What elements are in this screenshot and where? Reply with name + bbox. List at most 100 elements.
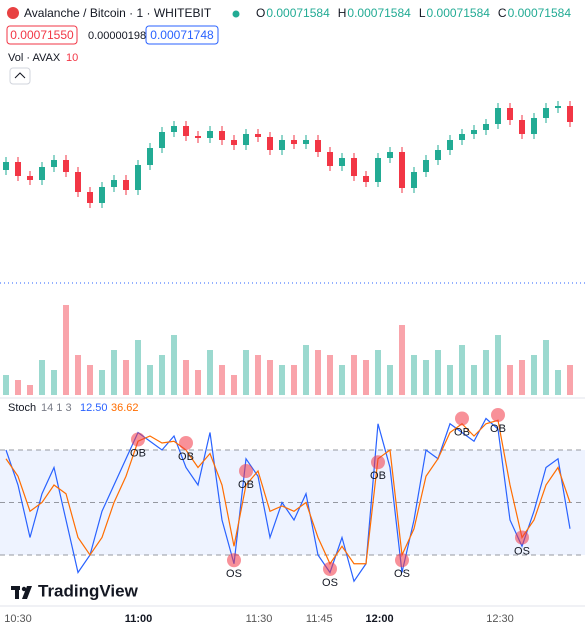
candle-body <box>267 137 273 150</box>
ask[interactable]: 0.00071748 <box>150 28 214 42</box>
x-tick-label: 12:00 <box>365 613 393 625</box>
candle-body <box>423 160 429 172</box>
x-tick-label: 11:00 <box>125 613 153 625</box>
candle-body <box>243 134 249 145</box>
signal-dot <box>179 436 193 450</box>
candle-body <box>123 180 129 190</box>
volume-bar <box>51 370 57 395</box>
candle-body <box>219 131 225 140</box>
brand: TradingView <box>38 581 139 600</box>
volume-bar <box>99 370 105 395</box>
volume-bar <box>123 360 129 395</box>
candle-body <box>303 140 309 144</box>
candle-body <box>387 152 393 158</box>
volume-bar <box>447 365 453 395</box>
volume-bar <box>207 350 213 395</box>
candle-body <box>519 120 525 134</box>
volume-bar <box>327 355 333 395</box>
brand-logo <box>11 586 32 599</box>
volume-bar <box>339 365 345 395</box>
volume-bar <box>291 365 297 395</box>
candle-body <box>483 124 489 130</box>
volume-param: 10 <box>66 52 78 64</box>
candle-body <box>231 140 237 145</box>
candle-body <box>279 140 285 150</box>
signal-label: OS <box>226 568 242 580</box>
signal-label: OB <box>238 479 254 491</box>
signal-label: OB <box>490 423 506 435</box>
signal-dot <box>323 562 337 576</box>
volume-bar <box>375 350 381 395</box>
candle-body <box>15 162 21 176</box>
signal-dot <box>227 553 241 568</box>
volume-bar <box>495 335 501 395</box>
volume-bar <box>243 350 249 395</box>
volume-bar <box>183 360 189 395</box>
volume-bar <box>459 345 465 395</box>
candle-body <box>543 108 549 118</box>
candle-body <box>3 162 9 170</box>
candle-body <box>63 160 69 172</box>
symbol-title: Avalanche / Bitcoin · 1 · WHITEBIT <box>24 6 212 20</box>
stoch-d-last: 36.62 <box>111 402 139 414</box>
volume-bar <box>351 355 357 395</box>
stoch-line <box>5 419 571 565</box>
candle-body <box>363 176 369 182</box>
signal-dot <box>131 432 145 447</box>
signal-dot <box>371 455 385 470</box>
volume-bar <box>399 325 405 395</box>
volume-bar <box>315 350 321 395</box>
candle-body <box>99 187 105 203</box>
ohlc-value: 0.00071584 <box>508 6 572 20</box>
stoch-k-last: 12.50 <box>80 402 108 414</box>
bid-box[interactable] <box>6 25 78 45</box>
candle-body <box>435 150 441 160</box>
signal-label: OS <box>394 568 410 580</box>
volume-bar <box>387 365 393 395</box>
volume-bar <box>279 365 285 395</box>
candle-body <box>255 134 261 137</box>
signal-dot <box>395 553 409 568</box>
volume-bar <box>219 365 225 395</box>
volume-bar <box>159 355 165 395</box>
x-tick-label: 11:45 <box>306 613 333 625</box>
ohlc-key: O <box>256 6 265 20</box>
volume-bar <box>303 345 309 395</box>
candle-body <box>555 106 561 108</box>
candle-body <box>495 108 501 124</box>
candle-body <box>459 134 465 140</box>
collapse-button[interactable] <box>9 67 31 85</box>
candle-body <box>411 172 417 188</box>
volume-bar <box>255 355 261 395</box>
signal-label: OB <box>130 447 146 459</box>
volume-bar <box>519 360 525 395</box>
ask-box[interactable] <box>145 25 219 45</box>
candle-body <box>51 160 57 167</box>
candle-body <box>531 118 537 134</box>
volume-bar <box>531 355 537 395</box>
x-tick-label: 12:30 <box>486 613 514 625</box>
stoch-title: Stoch <box>8 402 36 414</box>
stoch-line <box>5 417 571 583</box>
volume-bar <box>39 360 45 395</box>
volume-bar <box>471 365 477 395</box>
x-tick-label: 11:30 <box>246 613 273 625</box>
signal-dot <box>491 408 505 422</box>
bid[interactable]: 0.00071550 <box>10 28 74 42</box>
volume-bar <box>483 350 489 395</box>
signal-dot <box>455 411 469 426</box>
candle-body <box>207 131 213 138</box>
volume-bar <box>63 305 69 395</box>
candle-body <box>87 192 93 203</box>
candle-body <box>471 130 477 134</box>
spread: 0.00000198 <box>88 30 146 42</box>
candle-body <box>159 132 165 148</box>
ohlc-key: C <box>498 6 507 20</box>
candle-body <box>39 167 45 180</box>
volume-bar <box>555 370 561 395</box>
signal-dot <box>515 530 529 545</box>
symbol-logo <box>7 7 19 19</box>
volume-bar <box>411 355 417 395</box>
